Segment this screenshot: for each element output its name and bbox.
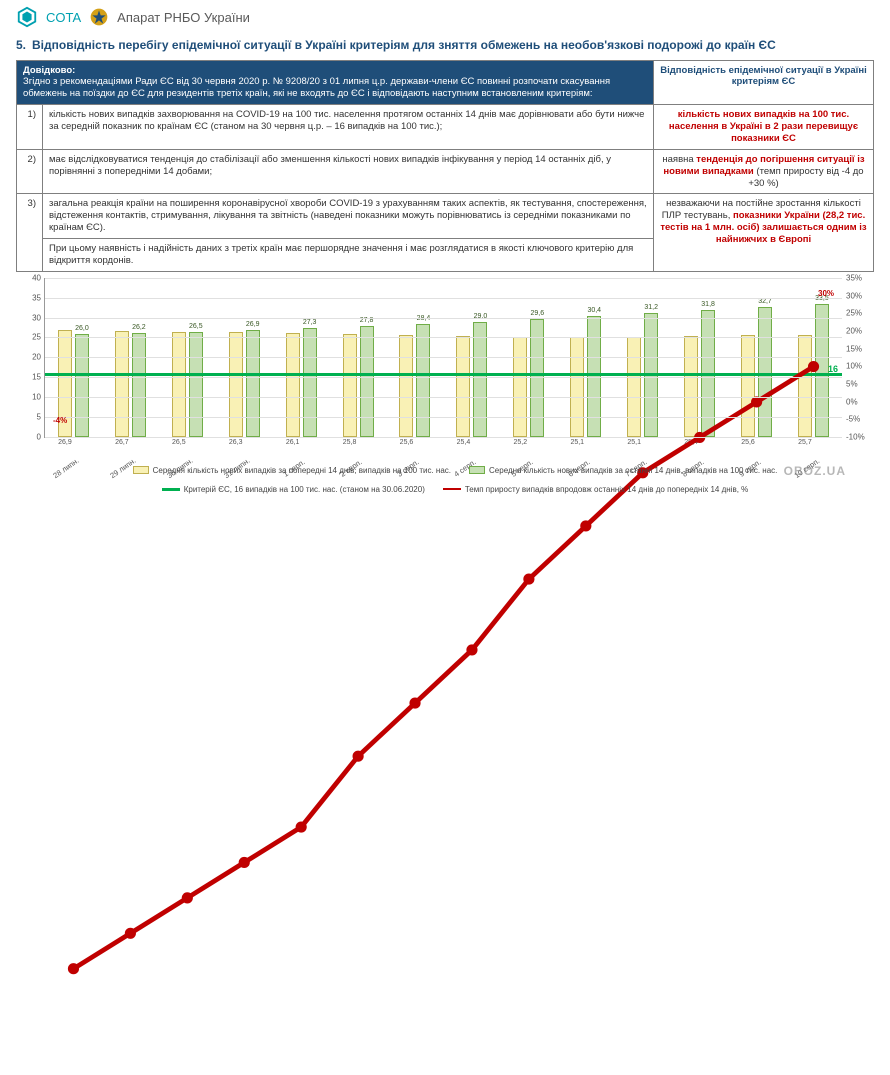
legend-item: Середня кількість нових випадків за попе… [133, 466, 451, 475]
table-ref-header: Довідково: Згідно з рекомендаціями Ради … [17, 60, 654, 105]
rnbo-label: Апарат РНБО України [117, 10, 250, 25]
eu-threshold-line: 16 [45, 373, 842, 376]
chart-legend: Середня кількість нових випадків за попе… [76, 466, 834, 494]
criteria-table: Довідково: Згідно з рекомендаціями Ради … [16, 60, 874, 272]
legend-item: Середня кількість нових випадків за оста… [469, 466, 777, 475]
title-text: Відповідність перебігу епідемічної ситуа… [32, 38, 776, 54]
cota-label: COTA [46, 10, 81, 25]
chart-plot: 26,926,026,726,226,526,526,326,926,127,3… [44, 278, 842, 438]
table-row: 2) має відслідковуватися тенденція до ст… [17, 149, 874, 194]
chart-area: 26,926,026,726,226,526,526,326,926,127,3… [16, 278, 874, 488]
table-row: 3) загальна реакція країни на поширення … [17, 194, 874, 239]
header-bar: COTA Апарат РНБО України [0, 0, 890, 34]
cota-logo-icon [16, 6, 38, 28]
legend-item: Критерій ЄС, 16 випадків на 100 тис. нас… [162, 485, 425, 494]
table-right-header: Відповідність епідемічної ситуації в Укр… [654, 60, 874, 105]
table-row: 1) кількість нових випадків захворювання… [17, 105, 874, 150]
criteria-table-wrap: Довідково: Згідно з рекомендаціями Ради … [0, 60, 890, 272]
title-number: 5. [16, 38, 26, 54]
watermark: OBOZ.UA [784, 464, 846, 478]
eu-threshold-label: 16 [828, 364, 838, 374]
rnbo-logo-icon [89, 7, 109, 27]
section-title: 5. Відповідність перебігу епідемічної си… [0, 34, 890, 60]
legend-item: Темп приросту випадків впродовж останніх… [443, 485, 748, 494]
